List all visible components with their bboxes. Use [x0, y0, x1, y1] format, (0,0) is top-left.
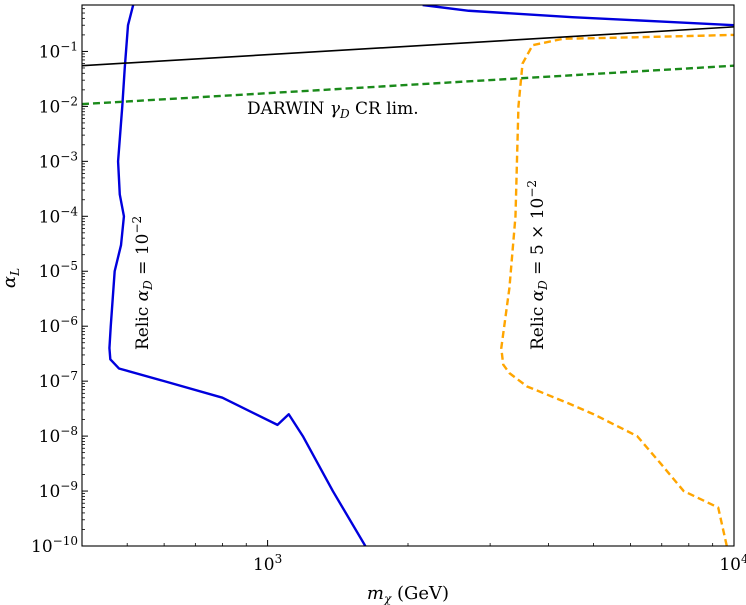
- x-axis-label: mχ (GeV): [367, 583, 449, 605]
- x-tick-label: 104: [719, 552, 746, 575]
- y-tick-label: 10−4: [39, 204, 79, 227]
- y-axis-label: αL: [0, 268, 22, 288]
- y-tick-label: 10−7: [39, 369, 78, 392]
- ticks-layer: 10−10 10−9 10−8 10−7 10−6 10−5 10−4 10−3 10−2 10−…: [31, 8, 746, 575]
- y-tick-label: 10−9: [39, 479, 78, 502]
- y-tick-label: 10−3: [39, 149, 78, 172]
- series-line-3: [82, 26, 734, 67]
- series-line-4: [82, 64, 734, 106]
- darwin-annotation: DARWIN γD CR lim.: [247, 99, 419, 121]
- y-tick-label: 10−5: [39, 259, 78, 282]
- plot-frame: [81, 4, 735, 547]
- series-layer: [82, 5, 734, 546]
- x-tick-label: 103: [253, 552, 282, 575]
- y-tick-label: 10−6: [39, 314, 78, 337]
- relic-annotation-1: Relic αD = 10−2: [130, 216, 155, 350]
- y-tick-label: 10−2: [39, 94, 78, 117]
- y-tick-label: 10−1: [39, 39, 78, 62]
- series-line-1: [422, 5, 734, 27]
- y-tick-label: 10−8: [39, 424, 78, 447]
- y-tick-label: 10−10: [31, 534, 78, 557]
- series-line-2: [500, 33, 734, 546]
- series-line-0: [108, 5, 367, 546]
- relic-annotation-2: Relic αD = 5 × 10−2: [525, 180, 550, 350]
